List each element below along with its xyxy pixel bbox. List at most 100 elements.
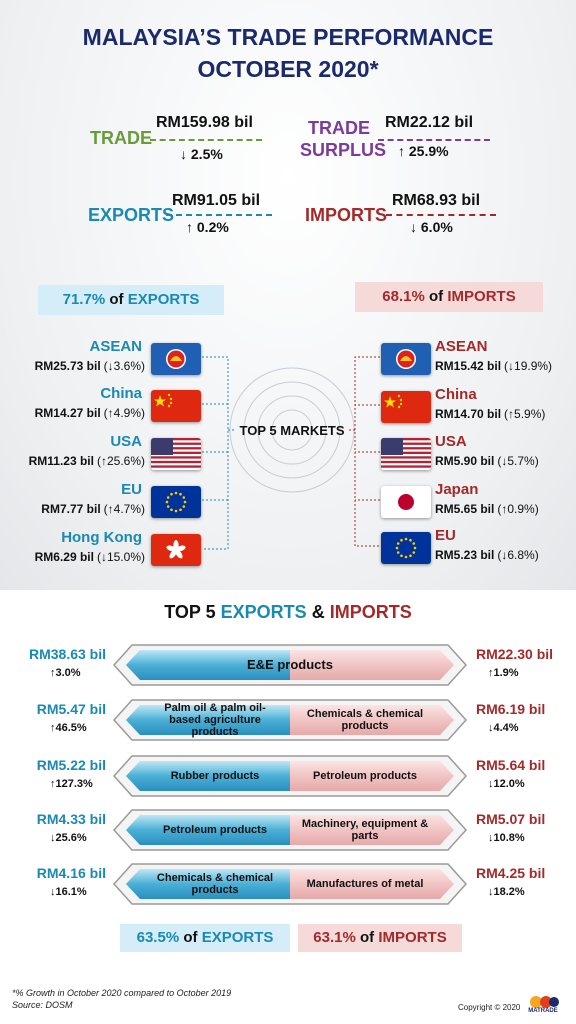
product: Petroleum products (313, 770, 417, 782)
flag (151, 390, 201, 422)
title: MALAYSIA’S TRADE PERFORMANCE (82, 24, 494, 50)
import-value: RM4.25 bil (476, 865, 546, 881)
surplus-label: SURPLUS (300, 140, 387, 160)
flag (381, 438, 431, 470)
share: 63.1% (313, 929, 356, 946)
title-part: & (311, 602, 325, 622)
flag (151, 486, 201, 518)
change: (↓19.9%) (504, 359, 553, 373)
market-name: ASEAN (435, 338, 488, 355)
banner (112, 808, 468, 852)
product: Manufactures of metal (306, 878, 424, 890)
market-value: RM14.70 bil (↑5.9%) (435, 405, 545, 423)
logo-mark (530, 996, 559, 1008)
connectors (202, 356, 380, 550)
export-value: RM5.47 bil (36, 701, 106, 717)
divider (166, 214, 272, 216)
import-change: ↓10.8% (488, 832, 525, 844)
market-name: China (100, 385, 142, 402)
flag (381, 486, 431, 518)
market-name: ASEAN (89, 338, 142, 355)
product: Chemicals & chemical products (306, 708, 424, 732)
flag (151, 343, 201, 375)
center-label: TOP 5 MARKETS (239, 423, 345, 438)
title-part: IMPORTS (329, 602, 412, 622)
share-label: EXPORTS (201, 929, 274, 946)
import-value: RM22.30 bil (476, 646, 554, 662)
product: Petroleum products (163, 824, 267, 836)
share: 71.7% (62, 291, 106, 308)
change: (↓5.7%) (497, 454, 539, 468)
market-value: RM15.42 bil (↓19.9%) (435, 357, 552, 375)
product: Palm oil & palm oil-based agriculture pr… (164, 702, 266, 738)
trade-change: ↓ 2.5% (180, 146, 223, 162)
footnote: *% Growth in October 2020 compared to Oc… (12, 988, 232, 998)
change: (↓15.0%) (96, 550, 145, 564)
market-value: RM5.90 bil (↓5.7%) (435, 452, 539, 470)
flag (381, 391, 431, 423)
joiner: of (183, 929, 198, 946)
value: RM7.77 bil (41, 502, 101, 516)
product: Machinery, equipment & parts (301, 818, 429, 842)
import-change: ↓4.4% (488, 722, 519, 734)
exports-change: ↑ 0.2% (186, 219, 229, 235)
flag (381, 343, 431, 375)
import-change: ↑1.9% (488, 667, 519, 679)
value: RM5.23 bil (435, 548, 495, 562)
divider (386, 214, 496, 216)
logo: MATRADE (522, 994, 564, 1016)
flag (381, 532, 431, 564)
import-value: RM6.19 bil (476, 701, 546, 717)
trade-value: RM159.98 bil (156, 114, 253, 131)
market-name: China (435, 386, 477, 403)
banner-shape (112, 809, 468, 851)
share-label: IMPORTS (378, 929, 447, 946)
trade-label: TRADE (90, 128, 152, 148)
change: (↑0.9%) (497, 502, 539, 516)
change: (↑4.7%) (103, 502, 145, 516)
banner (112, 698, 468, 742)
section-title: TOP 5 EXPORTS & IMPORTS (0, 602, 576, 623)
change: (↑4.9%) (103, 406, 145, 420)
change: (↓3.6%) (103, 359, 145, 373)
banner-shape (112, 863, 468, 905)
market-name: Hong Kong (61, 529, 142, 546)
product: Rubber products (170, 770, 260, 782)
value: RM5.90 bil (435, 454, 495, 468)
surplus-label: TRADE (308, 118, 370, 138)
change: (↑5.9%) (504, 407, 546, 421)
market-value: RM11.23 bil (↑25.6%) (29, 452, 145, 470)
title: OCTOBER 2020* (197, 56, 379, 82)
market-value: RM6.29 bil (↓15.0%) (35, 548, 145, 566)
export-value: RM5.22 bil (36, 757, 106, 773)
product: E&E products (247, 657, 333, 672)
value: RM25.73 bil (34, 359, 101, 373)
imports-value: RM68.93 bil (392, 192, 481, 209)
market-name: Japan (435, 481, 479, 498)
surplus-value: RM22.12 bil (385, 114, 474, 131)
import-share-box: 68.1% of IMPORTS (355, 282, 543, 312)
market-value: RM5.23 bil (↓6.8%) (435, 546, 539, 564)
import-change: ↓18.2% (488, 886, 525, 898)
divider (150, 139, 262, 141)
logo-text: MATRADE (528, 1008, 558, 1014)
flag (151, 438, 201, 470)
banner (112, 643, 468, 687)
joiner: of (429, 288, 444, 305)
joiner: of (109, 291, 124, 308)
market-name: EU (121, 481, 142, 498)
joiner: of (360, 929, 375, 946)
export-value: RM4.16 bil (36, 865, 106, 881)
banner-shape (112, 699, 468, 741)
exports-value: RM91.05 bil (172, 192, 261, 209)
market-value: RM25.73 bil (↓3.6%) (35, 357, 145, 375)
title-part: EXPORTS (220, 602, 307, 622)
import-value: RM5.64 bil (476, 757, 546, 773)
imports-change: ↓ 6.0% (410, 219, 453, 235)
market-value: RM7.77 bil (↑4.7%) (41, 500, 145, 518)
banner-shape (112, 644, 468, 686)
import-value: RM5.07 bil (476, 811, 546, 827)
value: RM14.27 bil (34, 406, 101, 420)
banner (112, 754, 468, 798)
source: Source: DOSM (12, 1000, 73, 1010)
